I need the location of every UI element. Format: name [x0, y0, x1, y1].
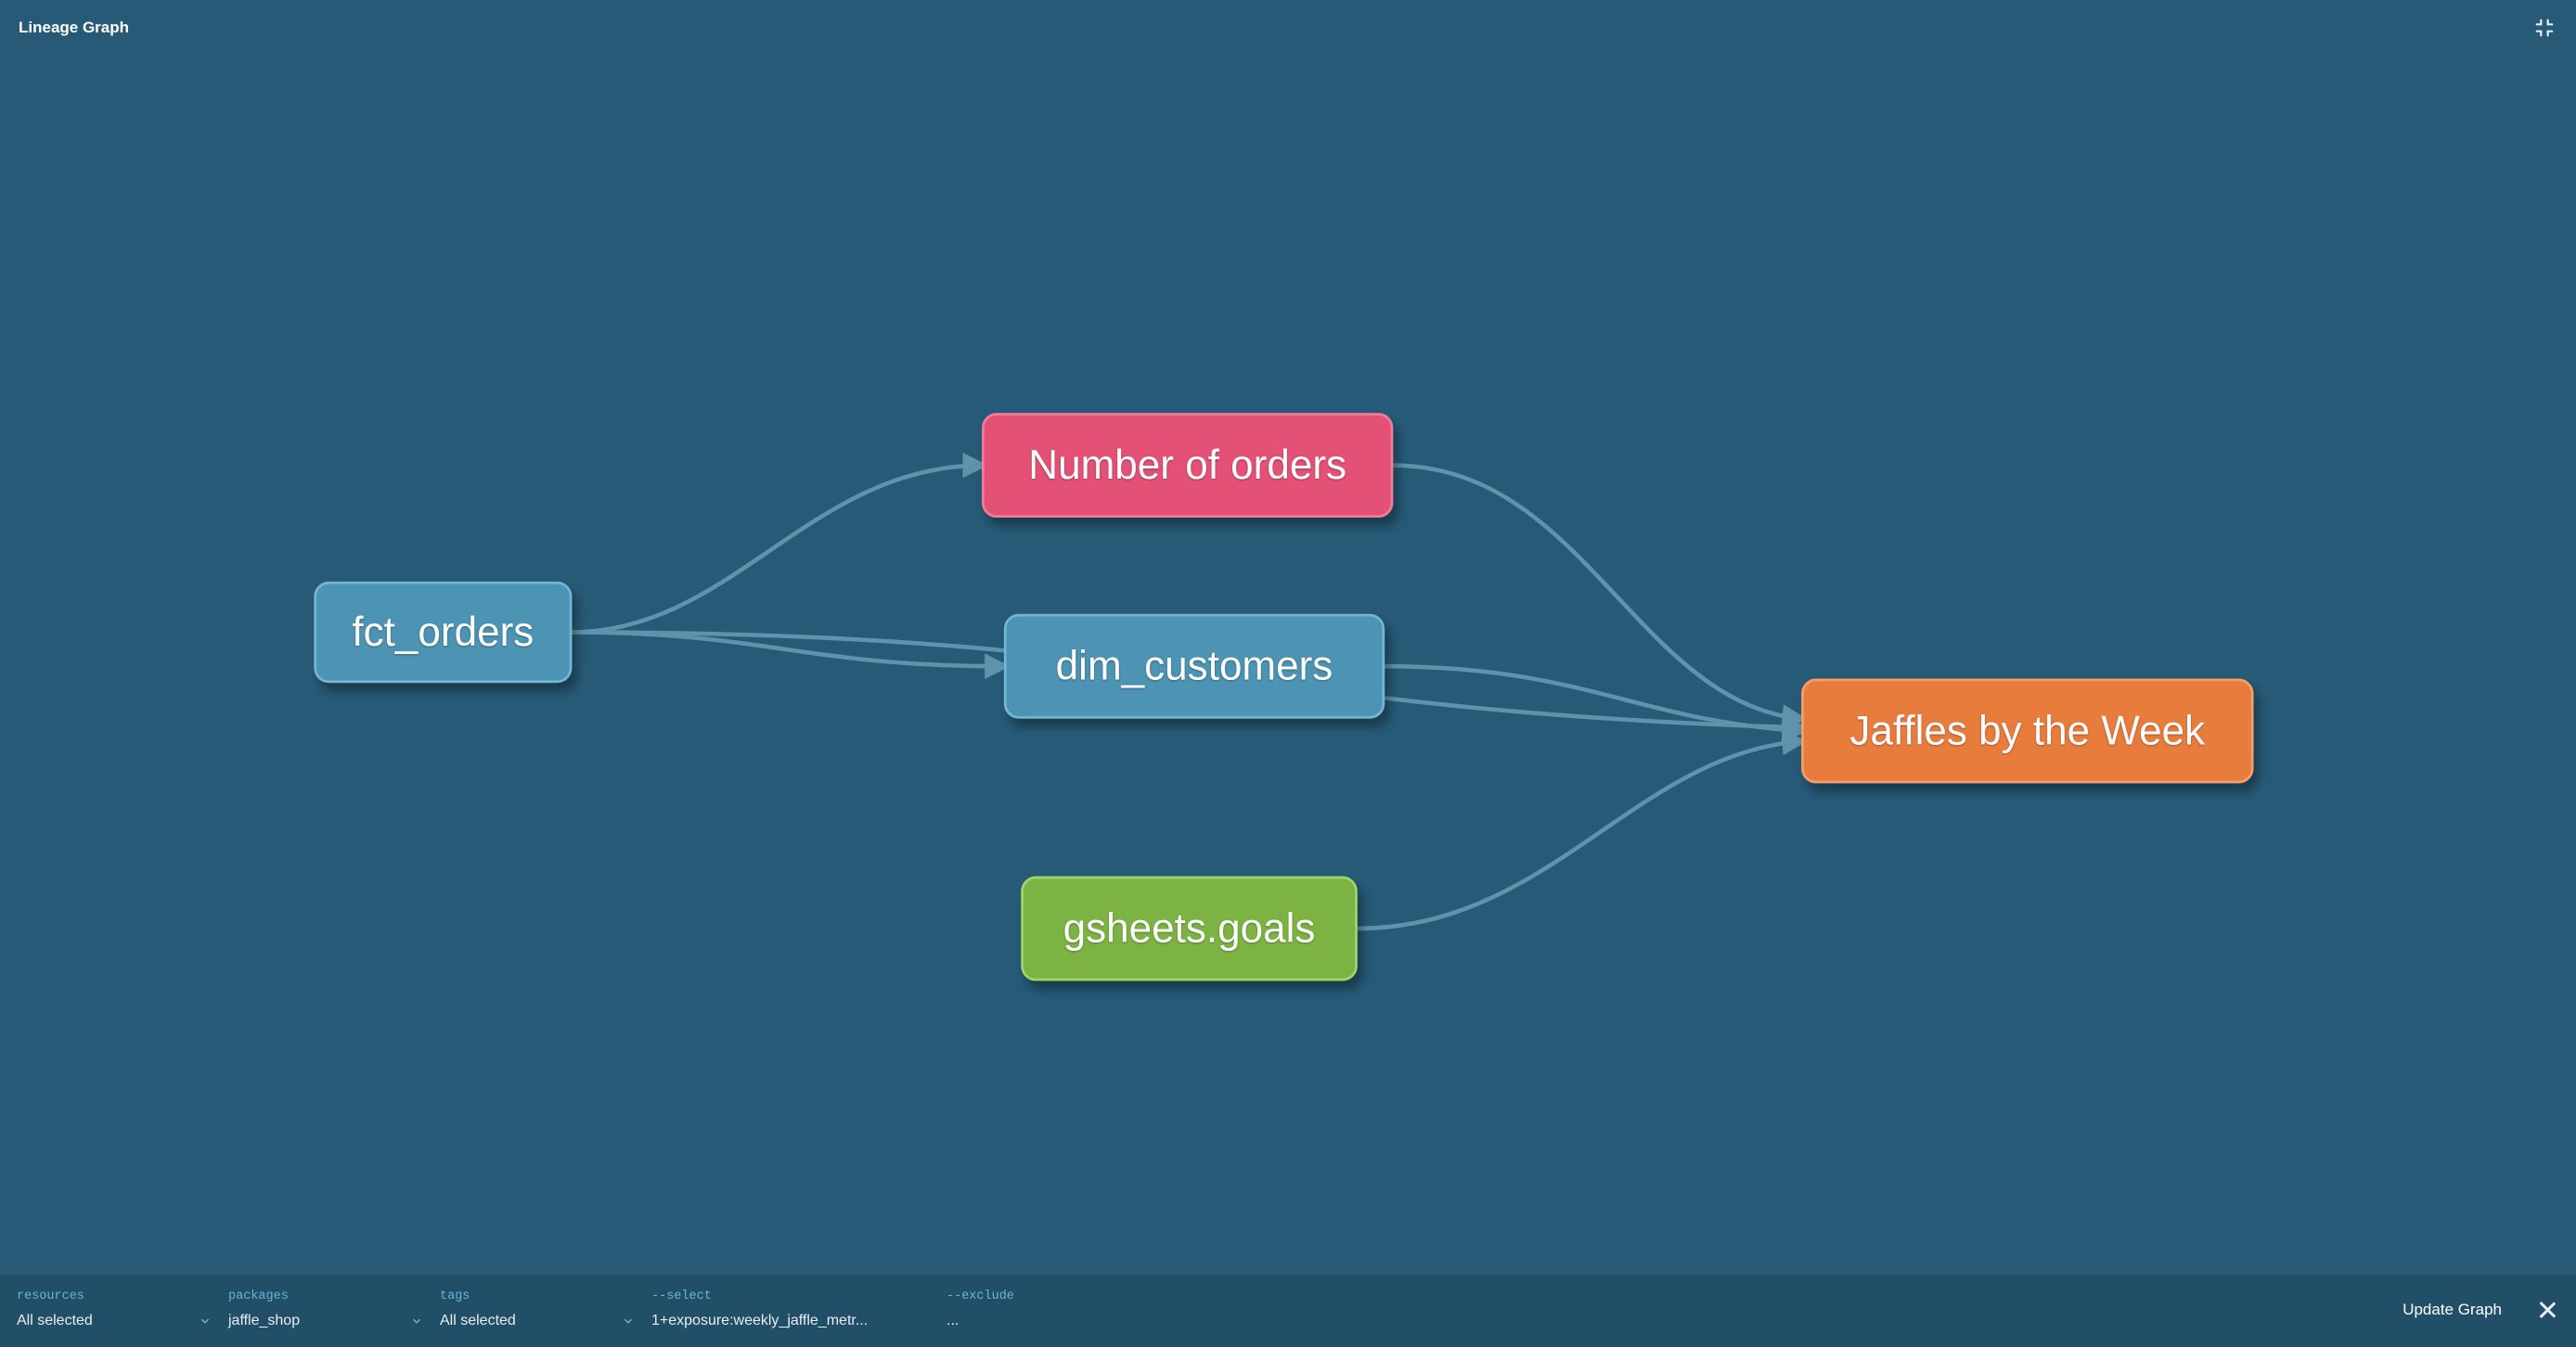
graph-node-jaffles_week[interactable]: Jaffles by the Week	[1802, 680, 2252, 782]
graph-node-gsheets_goals[interactable]: gsheets.goals	[1023, 878, 1357, 980]
graph-node-num_orders[interactable]: Number of orders	[983, 414, 1392, 516]
filter-bar: resources All selected packages jaffle_s…	[0, 1275, 2576, 1347]
header: Lineage Graph	[0, 0, 2576, 56]
filter-packages-value: jaffle_shop	[228, 1313, 300, 1329]
graph-node-label: gsheets.goals	[1063, 905, 1316, 951]
graph-node-label: dim_customers	[1056, 644, 1333, 689]
graph-node-label: Jaffles by the Week	[1849, 708, 2206, 753]
filter-exclude-value: ...	[947, 1313, 959, 1329]
page-title: Lineage Graph	[19, 19, 129, 37]
update-graph-button[interactable]: Update Graph	[2389, 1295, 2515, 1325]
filter-resources[interactable]: resources All selected	[17, 1284, 212, 1336]
graph-edge	[1392, 466, 1802, 720]
graph-canvas[interactable]: fct_orders Number of orders dim_customersg…	[0, 0, 2576, 1275]
graph-edge	[571, 466, 983, 633]
graph-edge	[1356, 741, 1802, 929]
filter-packages[interactable]: packages jaffle_shop	[228, 1284, 423, 1336]
filter-tags-label: tags	[440, 1289, 635, 1303]
lineage-graph-svg: fct_orders Number of orders dim_customersg…	[0, 0, 2576, 1275]
filter-tags-value: All selected	[440, 1313, 516, 1329]
filter-exclude-label: --exclude	[947, 1289, 2362, 1303]
filter-select-label: --select	[651, 1289, 930, 1303]
graph-node-fct_orders[interactable]: fct_orders	[316, 583, 571, 681]
app-root: Lineage Graph fct_orders Number of orders…	[0, 0, 2576, 1347]
close-icon[interactable]	[2535, 1298, 2559, 1322]
filter-exclude[interactable]: --exclude ...	[947, 1284, 2362, 1336]
chevron-down-icon	[410, 1315, 423, 1328]
chevron-down-icon	[199, 1315, 212, 1328]
graph-node-label: Number of orders	[1028, 443, 1346, 488]
filter-select[interactable]: --select 1+exposure:weekly_jaffle_metr..…	[651, 1284, 930, 1336]
graph-node-label: fct_orders	[352, 609, 534, 655]
filter-select-value: 1+exposure:weekly_jaffle_metr...	[651, 1313, 868, 1329]
filter-packages-label: packages	[228, 1289, 423, 1303]
filter-tags[interactable]: tags All selected	[440, 1284, 635, 1336]
filter-resources-value: All selected	[17, 1313, 93, 1329]
filter-resources-label: resources	[17, 1289, 212, 1303]
collapse-icon[interactable]	[2531, 15, 2557, 41]
graph-node-dim_customers[interactable]: dim_customers	[1005, 615, 1384, 717]
chevron-down-icon	[622, 1315, 635, 1328]
